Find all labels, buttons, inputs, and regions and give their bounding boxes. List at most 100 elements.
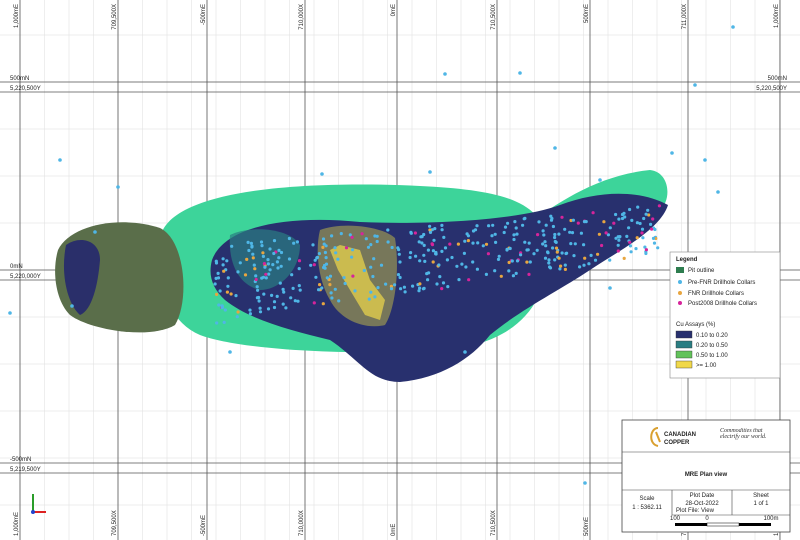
collar: [226, 284, 230, 288]
collar: [512, 237, 516, 242]
collar: [431, 260, 435, 264]
collar: [649, 222, 653, 226]
collar: [393, 283, 397, 287]
collar: [268, 247, 272, 251]
collar: [653, 227, 657, 232]
collar: [246, 240, 250, 244]
collar: [311, 243, 315, 247]
legend-item: 0.50 to 1.00: [696, 353, 728, 359]
collar: [535, 248, 539, 252]
collar: [450, 255, 454, 260]
grid-label-right: 5,220,500Y: [756, 86, 787, 92]
collar: [644, 248, 649, 252]
collar: [560, 251, 564, 255]
collar: [329, 291, 333, 295]
collar: [253, 267, 257, 271]
collar: [554, 246, 559, 250]
collar: [515, 232, 519, 236]
collar: [519, 253, 523, 257]
collar: [251, 256, 255, 260]
collar: [443, 72, 447, 76]
grid-label-top: 710,500X: [491, 4, 497, 30]
collar: [532, 252, 536, 256]
legend-item: FNR Drillhole Collars: [688, 291, 744, 297]
grid-label-top: 710,000X: [299, 4, 305, 30]
collar: [487, 224, 491, 228]
collar: [547, 261, 551, 265]
collar: [260, 276, 264, 280]
scalebar-label: 100m: [763, 516, 778, 522]
collar: [486, 252, 490, 256]
legend-swatch: [676, 267, 684, 273]
collar: [321, 302, 325, 306]
collar: [549, 214, 553, 218]
collar: [330, 296, 334, 300]
collar: [499, 274, 503, 278]
collar: [442, 235, 446, 239]
collar: [402, 285, 406, 289]
collar: [558, 267, 562, 271]
collar: [463, 239, 467, 243]
collar: [287, 257, 292, 261]
grid-label-top: 709,500X: [112, 4, 118, 30]
collar: [116, 185, 120, 189]
grid-label-top: -500mE: [201, 4, 207, 25]
collar: [418, 282, 422, 286]
collar: [226, 276, 230, 280]
collar: [414, 254, 418, 258]
collar: [275, 294, 279, 298]
collar: [266, 307, 271, 311]
collar: [583, 256, 587, 260]
legend-swatch: [675, 360, 693, 369]
grid-label-top: 500mE: [584, 4, 590, 23]
collar: [263, 265, 267, 269]
collar: [222, 320, 226, 324]
collar: [264, 272, 268, 276]
collar: [553, 232, 557, 237]
collar: [409, 251, 413, 255]
collar: [428, 170, 432, 174]
collar: [493, 232, 497, 236]
collar: [320, 172, 324, 176]
collar: [457, 278, 461, 282]
collar: [235, 315, 239, 319]
collar: [259, 240, 264, 244]
collar: [362, 268, 366, 273]
collar: [579, 231, 584, 235]
collar: [557, 232, 561, 236]
collar: [270, 293, 274, 297]
collar: [614, 212, 618, 217]
collar: [379, 263, 384, 267]
collar: [372, 257, 376, 261]
legend-item: Post2008 Drillhole Collars: [688, 301, 757, 307]
collar: [521, 223, 525, 227]
collar: [505, 247, 509, 251]
collar: [247, 248, 251, 253]
collar: [507, 260, 511, 265]
collar: [417, 289, 421, 293]
collar: [513, 220, 517, 224]
collar: [576, 221, 580, 225]
collar: [431, 249, 435, 253]
collar: [418, 286, 422, 290]
collar: [582, 243, 586, 247]
collar: [267, 272, 271, 276]
collar: [293, 299, 297, 303]
collar: [602, 220, 606, 224]
collar: [386, 240, 390, 244]
collar: [313, 258, 317, 262]
collar: [217, 303, 221, 307]
collar: [258, 306, 262, 310]
ore-west: [63, 240, 100, 315]
legend-box: [669, 251, 781, 379]
collar: [298, 288, 302, 292]
collar: [568, 230, 572, 234]
collar: [462, 251, 466, 255]
collar: [422, 253, 426, 257]
collar: [652, 241, 657, 245]
collar: [650, 227, 654, 231]
collar: [297, 259, 302, 263]
collar: [384, 282, 388, 286]
collar: [376, 286, 380, 290]
collar: [511, 274, 515, 278]
